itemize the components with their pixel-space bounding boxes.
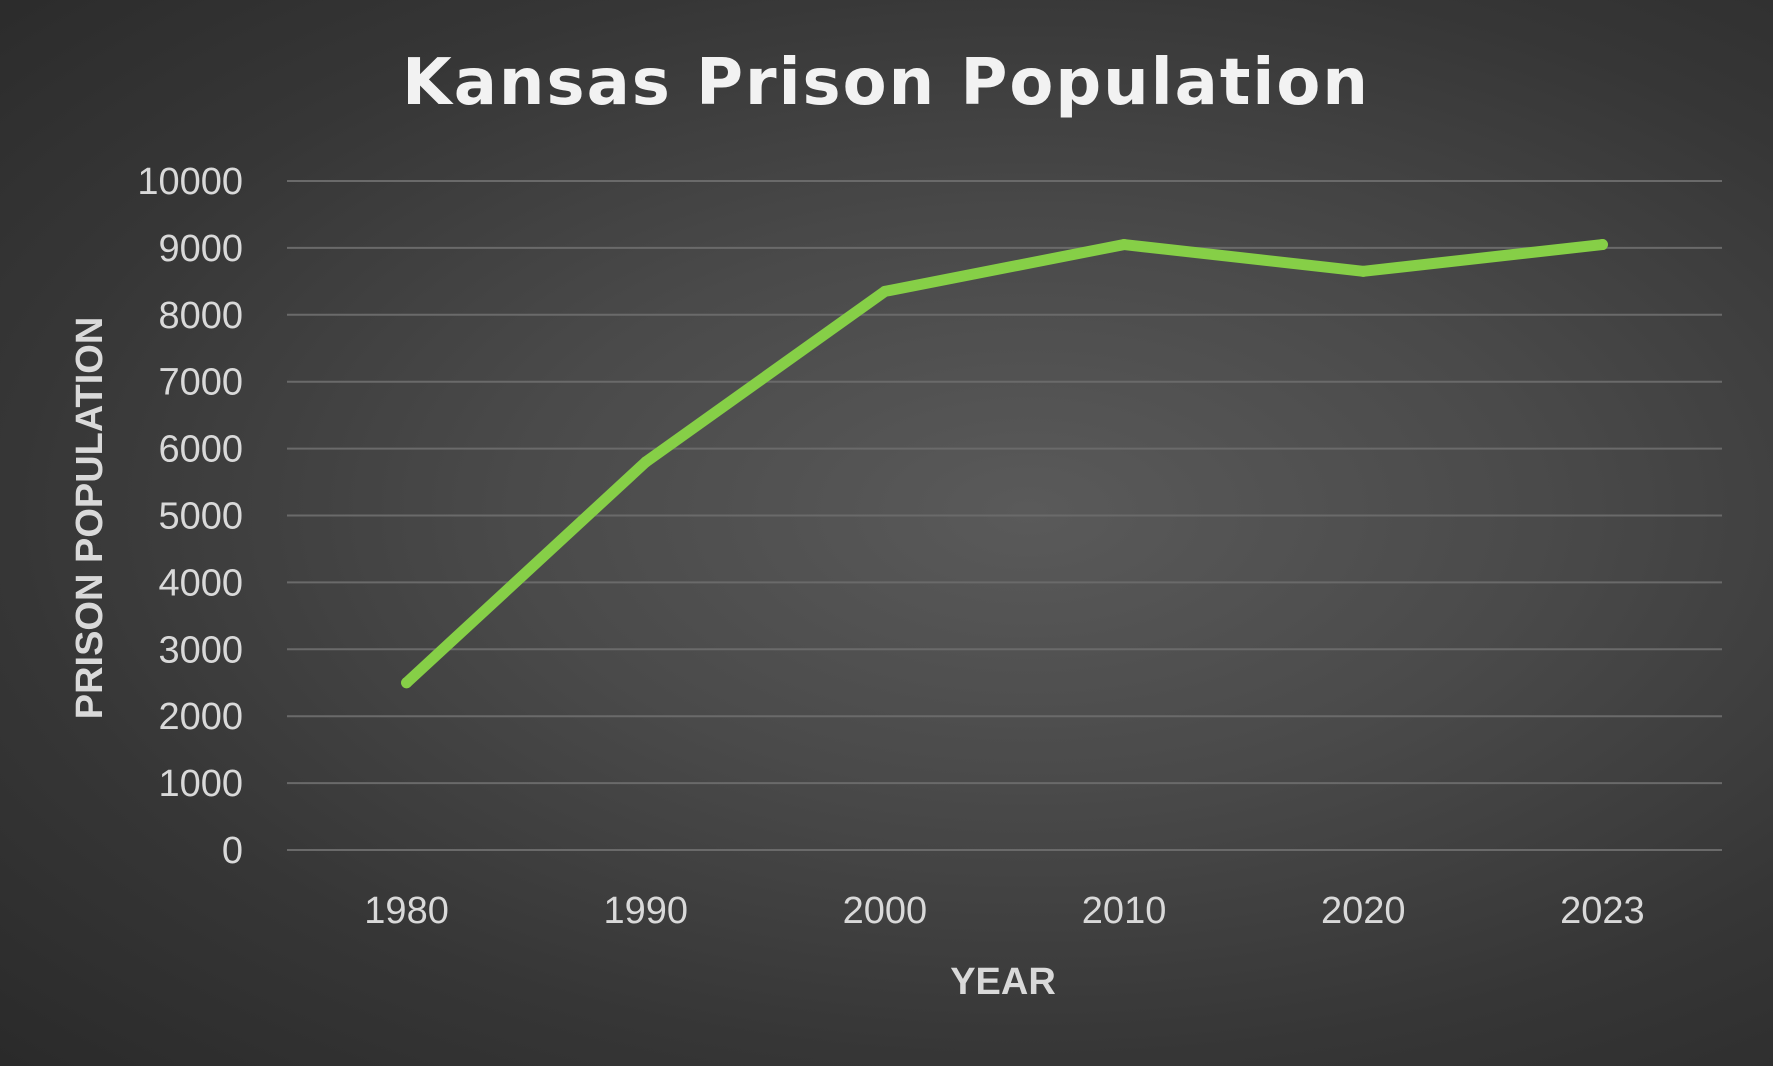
data-point <box>401 677 413 689</box>
x-tick-label: 2020 <box>1321 890 1406 932</box>
data-point <box>1118 239 1130 251</box>
y-tick-label: 6000 <box>158 429 243 471</box>
y-axis-ticks: 0 1000 2000 3000 4000 5000 6000 7000 8000 9000 100… <box>137 161 243 872</box>
y-tick-label: 5000 <box>158 496 243 538</box>
data-point <box>640 456 652 468</box>
chart-title: Kansas Prison Population <box>402 46 1370 120</box>
y-tick-label: 10000 <box>137 161 243 203</box>
x-tick-label: 1980 <box>364 890 449 932</box>
data-point <box>1357 265 1369 277</box>
y-axis-title: PRISON POPULATION <box>69 317 111 720</box>
y-tick-label: 2000 <box>158 696 243 738</box>
y-tick-label: 8000 <box>158 295 243 337</box>
y-tick-label: 0 <box>222 830 243 872</box>
y-tick-label: 3000 <box>158 629 243 671</box>
x-tick-label: 2000 <box>843 890 928 932</box>
x-axis-ticks: 1980 1990 2000 2010 2020 2023 <box>364 890 1644 932</box>
x-tick-label: 1990 <box>603 890 688 932</box>
y-tick-label: 7000 <box>158 362 243 404</box>
gridlines <box>287 180 1722 851</box>
data-point <box>1596 239 1608 251</box>
series-line <box>401 239 1608 689</box>
data-point <box>879 285 891 297</box>
x-tick-label: 2023 <box>1560 890 1645 932</box>
y-tick-label: 9000 <box>158 228 243 270</box>
x-tick-label: 2010 <box>1082 890 1167 932</box>
y-tick-label: 1000 <box>158 763 243 805</box>
series-layer <box>401 239 1608 689</box>
y-tick-label: 4000 <box>158 562 243 604</box>
x-axis-title: YEAR <box>950 961 1056 1003</box>
